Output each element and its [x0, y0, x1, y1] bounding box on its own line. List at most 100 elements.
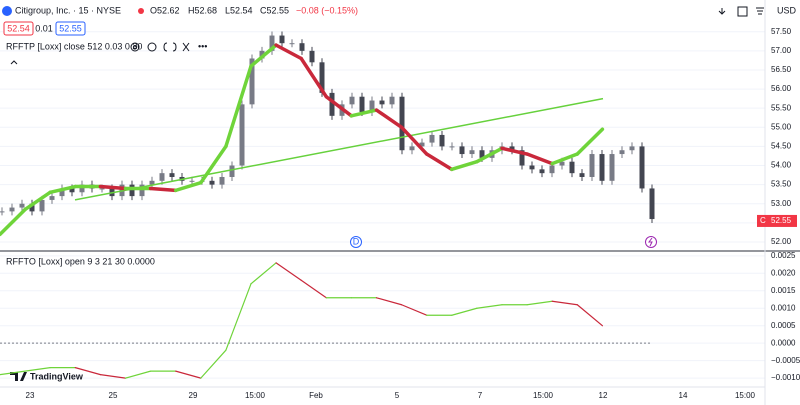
filter-line [23, 190, 52, 212]
filter-line [98, 184, 128, 191]
osc-tick-label: −0.0010 [771, 373, 800, 382]
candle [249, 58, 255, 105]
logo-icon [10, 372, 27, 381]
close: C52.55 [260, 5, 289, 15]
candle [309, 50, 315, 63]
candle [469, 150, 475, 155]
symbol-logo [2, 6, 12, 16]
filter-line [148, 186, 178, 193]
osc-tick-label: 0.0020 [771, 268, 796, 277]
bid: 52.54 [7, 23, 30, 33]
spread: 0.01 [35, 23, 53, 33]
time-label: 14 [679, 391, 688, 400]
filter-line [224, 64, 253, 149]
ask-box[interactable] [55, 21, 86, 36]
candle [389, 96, 395, 105]
candle [539, 169, 545, 174]
time-label: 7 [478, 391, 483, 400]
candle [269, 35, 275, 51]
osc-indicator-label: RFFTO [Loxx] open 9 3 21 30 0.0000 [6, 256, 155, 266]
candle [69, 188, 75, 193]
time-label: 25 [109, 391, 118, 400]
candle [519, 150, 525, 166]
price-tick-label: 55.50 [771, 103, 792, 112]
candle [419, 142, 425, 147]
candle [369, 100, 375, 113]
price-tick-label: 56.50 [771, 65, 792, 74]
oscillator-line [225, 283, 252, 351]
marker-text: D [353, 236, 360, 246]
low: L52.54 [225, 5, 253, 15]
price-tick-label: 53.00 [771, 199, 792, 208]
candle [649, 188, 655, 220]
oscillator-line [99, 374, 127, 379]
ask: 52.55 [59, 23, 82, 33]
high: H52.68 [188, 5, 217, 15]
candle [229, 165, 235, 177]
time-label: 5 [395, 391, 400, 400]
collapse-button[interactable] [10, 60, 18, 65]
oscillator-line [300, 279, 327, 299]
candle [129, 184, 135, 197]
candle [579, 173, 585, 177]
more-button[interactable]: ••• [198, 41, 207, 51]
candle [329, 92, 335, 116]
filter-line [0, 207, 27, 237]
toolbar-icons[interactable] [718, 6, 764, 17]
filter-line [475, 146, 504, 164]
filter-line [450, 159, 479, 172]
filter-line [324, 94, 354, 118]
oscillator-line [200, 349, 227, 379]
oscillator-line [476, 304, 503, 309]
bid-box[interactable] [3, 21, 34, 36]
candle [39, 199, 45, 212]
filter-line [299, 56, 329, 99]
time-label: Feb [309, 391, 323, 400]
filter-line [525, 152, 554, 166]
price-tick-label: 55.00 [771, 122, 792, 131]
candle [209, 180, 215, 185]
price-indicator-label: RFFTP [Loxx] close 512 0.03 0 30 [6, 41, 142, 51]
candle [219, 176, 225, 185]
filter-line [173, 180, 203, 193]
candle [139, 184, 145, 197]
osc-tick-label: 0.0000 [771, 338, 796, 347]
candle [279, 35, 285, 44]
filter-line [374, 108, 404, 130]
osc-tick-label: 0.0010 [771, 303, 796, 312]
candle [9, 207, 15, 212]
candle [0, 211, 5, 213]
candle [239, 104, 245, 166]
time-label: 23 [26, 391, 35, 400]
last-price: 52.55 [771, 216, 792, 225]
osc-tick-label: 0.0005 [771, 321, 796, 330]
price-tick-label: 57.00 [771, 46, 792, 55]
market-status [138, 8, 144, 14]
filter-line [500, 146, 529, 156]
candle [609, 154, 615, 181]
candle [509, 146, 515, 151]
candle [429, 134, 435, 143]
candle [479, 150, 485, 158]
candle [589, 154, 595, 177]
price-tick-label: 54.50 [771, 142, 792, 151]
candle [59, 188, 65, 197]
price-tick-label: 53.50 [771, 180, 792, 189]
dividend-marker[interactable] [350, 236, 362, 248]
oscillator-line [275, 262, 302, 281]
time-label: 12 [599, 391, 608, 400]
oscillator-line [551, 300, 578, 306]
candle [619, 150, 625, 155]
candle [549, 165, 555, 174]
filter-line [199, 144, 228, 185]
logo: TradingView [30, 371, 84, 381]
filter-line [349, 108, 379, 118]
indicator-controls[interactable] [130, 42, 190, 52]
oscillator-line [526, 300, 553, 306]
filter-line [575, 127, 605, 156]
candle [399, 96, 405, 151]
candle [529, 165, 535, 170]
osc-tick-label: −0.0005 [771, 356, 800, 365]
